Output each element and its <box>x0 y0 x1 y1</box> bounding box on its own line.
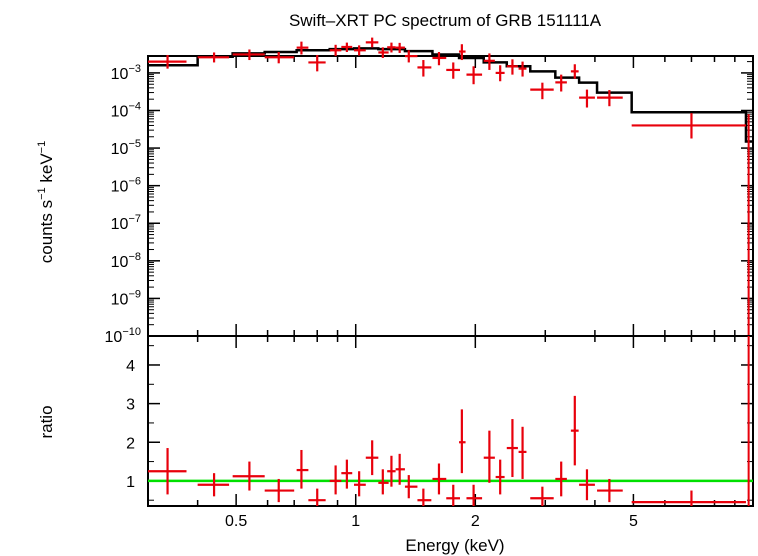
model-curve <box>148 47 753 143</box>
y-tick-label: 2 <box>126 435 135 452</box>
data-point <box>518 426 527 479</box>
data-point <box>264 478 295 503</box>
data-point <box>466 484 483 506</box>
data-point <box>148 448 187 495</box>
y-tick-label: 3 <box>126 397 135 414</box>
data-point <box>296 41 309 55</box>
x-tick-label: 0.5 <box>225 513 247 530</box>
data-point <box>329 465 342 495</box>
data-point <box>395 453 405 485</box>
y-tick-label: 10−9 <box>111 288 141 308</box>
data-point <box>459 44 466 61</box>
data-point <box>446 484 460 506</box>
data-point <box>387 42 396 53</box>
y-tick-label: 10−6 <box>111 176 141 196</box>
y-tick-label: 10−10 <box>105 326 141 346</box>
data-point <box>417 60 432 77</box>
data-point <box>353 471 366 497</box>
data-point <box>631 490 746 506</box>
data-point <box>148 54 187 69</box>
data-point <box>446 62 460 79</box>
data-point <box>466 66 483 85</box>
data-point <box>483 53 495 70</box>
y-tick-label: 4 <box>126 358 135 375</box>
data-point <box>365 440 379 476</box>
x-axis-label: Energy (keV) <box>405 536 504 555</box>
data-point <box>365 37 379 48</box>
data-point <box>378 469 389 495</box>
data-point <box>404 475 418 499</box>
y-tick-label: 10−8 <box>111 251 141 271</box>
y-tick-label: 10−5 <box>111 138 141 158</box>
data-point <box>432 52 447 66</box>
y-tick-label: 10−3 <box>111 63 141 83</box>
data-point <box>631 113 746 139</box>
ratio-panel-frame <box>147 335 754 507</box>
data-point <box>530 486 554 506</box>
spectrum-panel-frame <box>147 55 754 337</box>
data-point <box>579 89 595 108</box>
x-tick-label: 1 <box>351 513 360 530</box>
data-point <box>387 455 396 487</box>
data-point <box>296 449 309 489</box>
y-tick-label: 1 <box>126 474 135 491</box>
data-point <box>197 52 230 63</box>
data-point <box>329 44 342 57</box>
data-point <box>353 45 366 56</box>
data-point <box>570 395 579 466</box>
data-point <box>378 47 389 58</box>
data-point <box>555 461 567 497</box>
spectrum-panel: 10−3 10−4 10−5 10−6 10−7 10−8 10−9 10−10 <box>105 37 754 346</box>
data-point <box>232 461 265 491</box>
y-tick-label: 10−7 <box>111 213 141 233</box>
data-point <box>597 478 623 503</box>
data-point <box>495 65 505 82</box>
data-point <box>530 82 554 100</box>
data-point <box>417 488 432 506</box>
data-point <box>597 90 623 107</box>
data-point <box>308 54 326 72</box>
chart-title: Swift–XRT PC spectrum of GRB 151111A <box>289 11 602 30</box>
data-point <box>197 473 230 497</box>
ratio-panel: 0.5 1 2 5 1 2 3 4 <box>126 335 754 530</box>
data-point <box>341 459 353 489</box>
data-point <box>506 419 518 478</box>
y-tick-label: 10−4 <box>111 100 141 120</box>
data-point <box>404 50 418 63</box>
data-point <box>579 469 595 501</box>
x-tick-label: 5 <box>629 513 638 530</box>
data-point <box>495 459 505 495</box>
data-point <box>483 430 495 483</box>
data-point <box>506 59 518 75</box>
data-point <box>264 52 295 64</box>
x-tick-label: 2 <box>471 513 480 530</box>
data-point <box>395 42 405 53</box>
data-point <box>555 74 567 92</box>
data-point <box>308 488 326 506</box>
data-point <box>459 409 466 474</box>
data-point <box>570 64 579 79</box>
y-axis-label-ratio: ratio <box>37 405 56 438</box>
data-point <box>232 49 265 61</box>
data-point <box>518 61 527 77</box>
y-axis-label-counts: counts s−1 keV−1 <box>36 141 56 263</box>
data-point <box>432 463 447 495</box>
data-point <box>341 42 353 53</box>
